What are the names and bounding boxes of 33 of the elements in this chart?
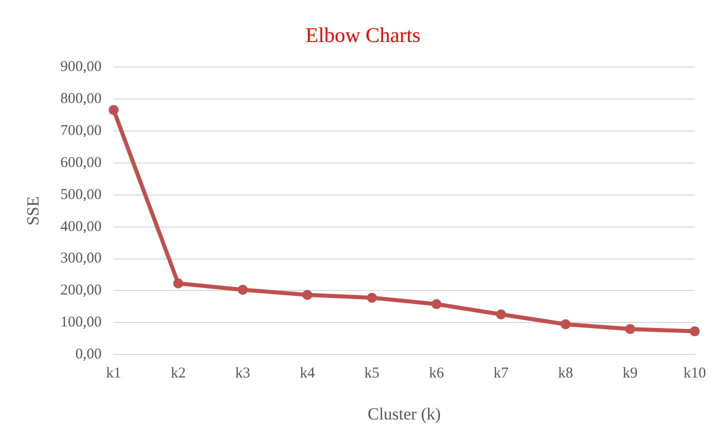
point — [560, 319, 571, 330]
point — [238, 284, 248, 295]
point — [496, 309, 506, 320]
point — [173, 278, 184, 288]
y-axis-title: SSE — [24, 196, 43, 226]
x-tick-label: k8 — [558, 366, 574, 382]
point — [431, 299, 442, 310]
x-tick-label: k6 — [428, 366, 444, 382]
chart-title: Elbow Charts — [306, 23, 420, 48]
x-tick-label: k7 — [494, 366, 510, 382]
x-axis-title: Cluster (k) — [368, 404, 441, 424]
x-tick-label: k1 — [106, 366, 122, 382]
y-tick-label: 600,00 — [60, 154, 102, 171]
point — [366, 292, 377, 303]
x-tick-label: k3 — [235, 366, 250, 382]
x-tick-label: k4 — [300, 366, 316, 382]
point — [690, 326, 700, 336]
x-tick-label: k2 — [170, 366, 186, 382]
x-tick-label: k10 — [684, 366, 706, 382]
y-tick-label: 100,00 — [60, 314, 102, 331]
y-tick-label: 400,00 — [60, 218, 102, 235]
y-tick-label: 200,00 — [60, 282, 102, 299]
point — [108, 104, 119, 115]
y-tick-label: 900,00 — [60, 59, 102, 76]
x-tick-label: k9 — [622, 366, 638, 382]
y-tick-label: 0,00 — [75, 346, 102, 363]
x-tick-label: k5 — [364, 366, 380, 382]
point — [625, 324, 636, 334]
point — [302, 290, 312, 300]
y-tick-label: 700,00 — [60, 123, 102, 140]
y-tick-label: 800,00 — [60, 91, 102, 108]
y-tick-label: 300,00 — [60, 250, 102, 267]
y-tick-label: 500,00 — [60, 186, 102, 203]
